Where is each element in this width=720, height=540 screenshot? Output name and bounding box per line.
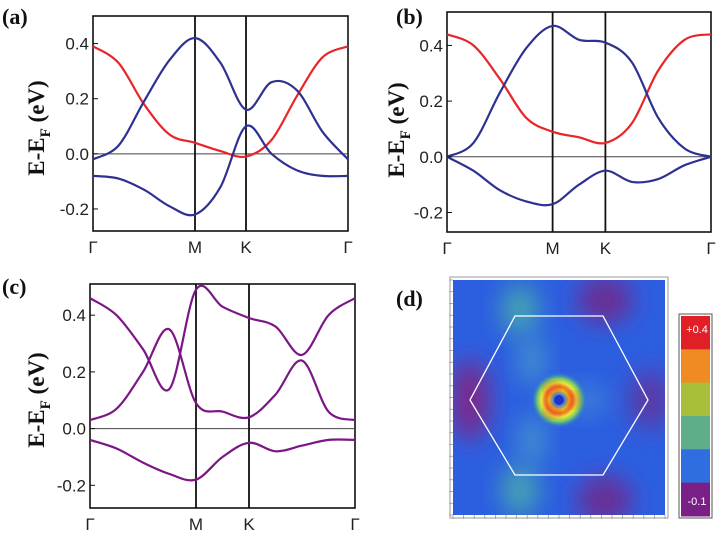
x-tick-label: Γ	[85, 515, 94, 534]
y-tick-label: 0.2	[65, 90, 89, 109]
x-tick-label: Γ	[706, 239, 715, 258]
colorbar-swatch	[681, 449, 710, 484]
plot-frame	[92, 15, 349, 232]
y-tick-label: 0.0	[419, 148, 443, 167]
heatmap-image	[453, 280, 665, 515]
panel-b: (b) E-EF (eV) 0.4 0.2 0.0 -0.2 Γ M K Γ	[384, 4, 716, 258]
x-tick-label: M	[188, 238, 202, 257]
colorbar-swatch	[681, 316, 710, 350]
colorbar-swatch	[681, 349, 710, 384]
panel-b-label: (b)	[396, 4, 423, 29]
y-tick-label: 0.2	[62, 363, 86, 382]
band-line-band-2	[89, 328, 356, 422]
colorbar	[681, 316, 710, 517]
panel-b-plot: 0.4 0.2 0.0 -0.2 Γ M K Γ	[414, 11, 716, 258]
y-tick-label: 0.4	[62, 306, 86, 325]
panel-a-plot: 0.4 0.2 0.0 -0.2 Γ M K Γ	[60, 15, 353, 257]
band-line-band-3	[92, 124, 349, 217]
band-line-band-3	[446, 155, 712, 207]
colorbar-swatch	[681, 416, 710, 450]
band-line-band-1	[89, 284, 356, 392]
x-tick-label: K	[243, 515, 255, 534]
panel-d: (d) +0.4 -0.1	[396, 276, 713, 519]
band-line-band-1	[92, 45, 349, 159]
panel-c-label: (c)	[2, 274, 26, 299]
panel-a-label: (a)	[2, 4, 28, 29]
colorbar-swatch	[681, 482, 710, 517]
panel-c-ylabel: E-EF (eV)	[24, 352, 54, 447]
band-line-band-3	[89, 438, 356, 482]
x-tick-label: Γ	[343, 238, 352, 257]
panel-d-label: (d)	[396, 286, 423, 311]
x-tick-label: Γ	[442, 239, 451, 258]
band-line-band-1	[446, 33, 712, 145]
colorbar-swatch	[681, 382, 710, 417]
y-tick-label: 0.0	[65, 145, 89, 164]
x-tick-label: Γ	[350, 515, 359, 534]
x-tick-label: M	[546, 239, 560, 258]
y-tick-label: -0.2	[60, 200, 89, 219]
heatmap-ticks	[449, 279, 666, 519]
panel-c: (c) E-EF (eV) 0.4 0.2 0.0 -0.2 Γ M K Γ	[2, 274, 360, 534]
y-tick-label: 0.4	[65, 35, 89, 54]
y-tick-label: 0.2	[419, 92, 443, 111]
x-tick-label: M	[189, 515, 203, 534]
plot-frame	[89, 283, 356, 509]
x-tick-label: K	[600, 239, 612, 258]
x-tick-label: K	[240, 238, 252, 257]
x-tick-label: Γ	[88, 238, 97, 257]
band-line-band-2	[446, 24, 712, 158]
panel-a-ylabel: E-EF (eV)	[24, 80, 54, 175]
brillouin-zone-hexagon	[469, 315, 649, 476]
band-line-band-2	[92, 37, 349, 161]
y-tick-label: 0.0	[62, 420, 86, 439]
y-tick-label: 0.4	[419, 36, 443, 55]
panel-b-ylabel: E-EF (eV)	[384, 82, 414, 177]
y-tick-label: -0.2	[414, 204, 443, 223]
colorbar-top-label: +0.4	[686, 324, 708, 336]
panel-a: (a) E-EF (eV) 0.4 0.2 0.0 -0.2 Γ M K Γ	[2, 4, 353, 257]
y-tick-label: -0.2	[57, 476, 86, 495]
colorbar-bottom-label: -0.1	[688, 496, 707, 508]
panel-c-plot: 0.4 0.2 0.0 -0.2 Γ M K Γ	[57, 283, 360, 534]
plot-frame	[446, 11, 712, 233]
